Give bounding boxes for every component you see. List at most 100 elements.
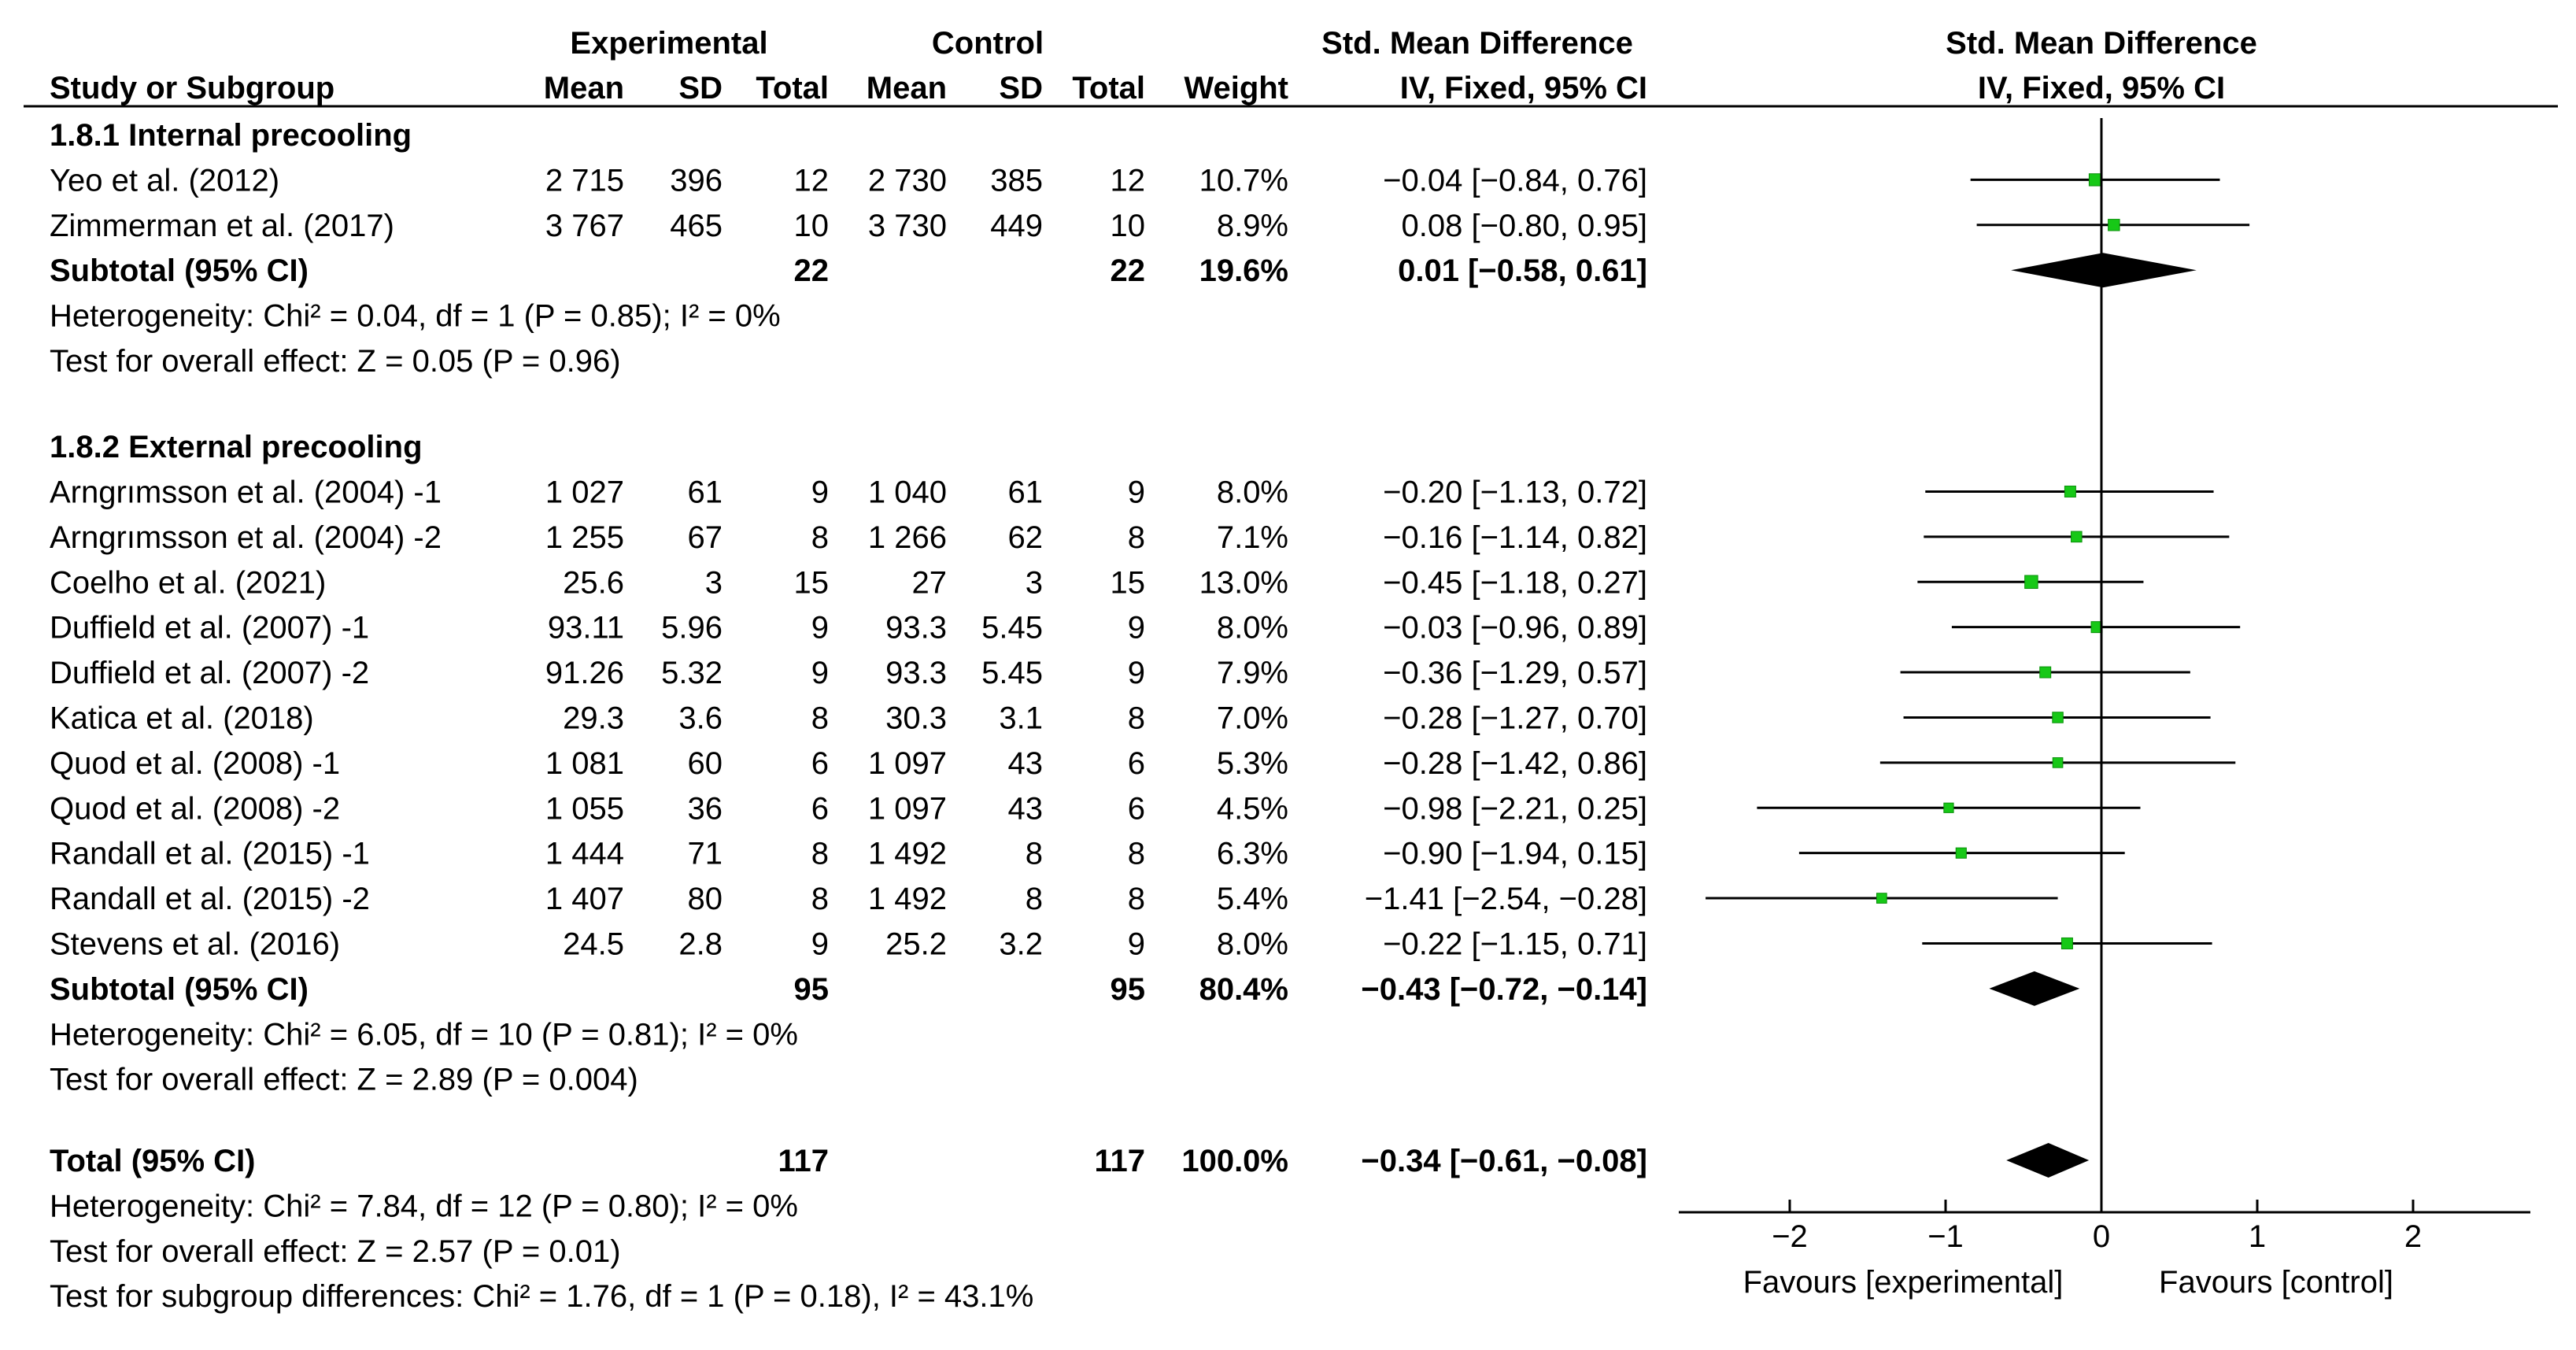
study-point-marker (2052, 712, 2064, 723)
study-name: Quod et al. (2008) -2 (50, 791, 340, 826)
exp-total-cell: 9 (811, 475, 829, 509)
weight-cell: 5.4% (1217, 882, 1288, 916)
subtotal-diamond (2011, 253, 2197, 288)
weight-cell: 6.3% (1217, 837, 1288, 871)
ci-cell: −0.03 [−0.96, 0.89] (1383, 611, 1647, 645)
exp-mean-header: Mean (544, 71, 624, 105)
footer-statistic: Heterogeneity: Chi² = 7.84, df = 12 (P =… (50, 1189, 798, 1223)
exp-sd-cell: 5.32 (661, 656, 723, 690)
ctrl-mean-cell: 1 266 (868, 520, 947, 555)
exp-sd-cell: 396 (670, 163, 723, 198)
heterogeneity-text: Heterogeneity: Chi² = 6.05, df = 10 (P =… (50, 1017, 798, 1052)
ctrl-mean-cell: 1 492 (868, 837, 947, 871)
study-point-marker (2039, 666, 2052, 679)
ctrl-sd-cell: 61 (1008, 475, 1044, 509)
exp-total-cell: 9 (811, 611, 829, 645)
ci-cell: −0.36 [−1.29, 0.57] (1383, 656, 1647, 690)
exp-total-cell: 8 (811, 520, 829, 555)
ctrl-total-cell: 15 (1111, 565, 1146, 600)
ctrl-sd-cell: 3.1 (999, 701, 1043, 735)
exp-mean-cell: 1 255 (545, 520, 624, 555)
exp-total-cell: 15 (794, 565, 830, 600)
exp-mean-cell: 25.6 (563, 565, 624, 600)
group-title: 1.8.1 Internal precooling (50, 118, 412, 153)
ci-cell: −0.28 [−1.27, 0.70] (1383, 701, 1647, 735)
study-column-header: Study or Subgroup (50, 71, 334, 105)
ctrl-total-cell: 8 (1128, 520, 1145, 555)
ctrl-total-cell: 9 (1128, 611, 1145, 645)
subtotal-weight: 19.6% (1199, 253, 1288, 288)
exp-total-cell: 9 (811, 927, 829, 961)
smd-plot-header: Std. Mean Difference (1946, 26, 2257, 61)
ctrl-sd-cell: 43 (1008, 791, 1044, 826)
exp-sd-cell: 71 (688, 837, 723, 871)
exp-mean-cell: 3 767 (545, 209, 624, 243)
exp-sd-cell: 3.6 (678, 701, 723, 735)
ctrl-sd-cell: 62 (1008, 520, 1044, 555)
ctrl-sd-cell: 8 (1026, 837, 1043, 871)
footer-statistic: Test for subgroup differences: Chi² = 1.… (50, 1279, 1033, 1314)
total-ctrl-total: 117 (1094, 1144, 1145, 1178)
forest-plot-area: −2 −1 0 1 2 Favours [experimental] Favours [co… (1679, 118, 2530, 1300)
exp-mean-cell: 24.5 (563, 927, 624, 961)
study-name: Katica et al. (2018) (50, 701, 314, 735)
exp-sd-cell: 61 (688, 475, 723, 509)
ci-cell: −0.28 [−1.42, 0.86] (1383, 746, 1647, 781)
weight-cell: 7.9% (1217, 656, 1288, 690)
exp-total-cell: 10 (794, 209, 830, 243)
ctrl-mean-cell: 1 492 (868, 882, 947, 916)
smd-table-header: Std. Mean Difference (1321, 26, 1633, 61)
footer-statistic: Test for overall effect: Z = 2.57 (P = 0… (50, 1234, 621, 1269)
weight-cell: 8.0% (1217, 927, 1288, 961)
ctrl-total-cell: 9 (1128, 927, 1145, 961)
exp-total-cell: 8 (811, 882, 829, 916)
ctrl-total-cell: 6 (1128, 746, 1145, 781)
exp-total-cell: 6 (811, 746, 829, 781)
study-name: Stevens et al. (2016) (50, 927, 340, 961)
ci-cell: −0.20 [−1.13, 0.72] (1383, 475, 1647, 509)
exp-sd-cell: 67 (688, 520, 723, 555)
study-point-marker (2064, 485, 2076, 497)
favours-experimental-label: Favours [experimental] (1743, 1265, 2064, 1300)
study-point-marker (1876, 893, 1887, 904)
exp-sd-cell: 36 (688, 791, 723, 826)
ctrl-sd-cell: 8 (1026, 882, 1043, 916)
study-point-marker (2052, 757, 2064, 768)
study-name: Duffield et al. (2007) -1 (50, 611, 369, 645)
subtotal-label: Subtotal (95% CI) (50, 253, 309, 288)
ctrl-mean-cell: 93.3 (885, 656, 947, 690)
study-name: Yeo et al. (2012) (50, 163, 279, 198)
ctrl-sd-header: SD (999, 71, 1043, 105)
favours-control-label: Favours [control] (2159, 1265, 2393, 1300)
exp-mean-cell: 2 715 (545, 163, 624, 198)
ci-cell: 0.08 [−0.80, 0.95] (1402, 209, 1647, 243)
exp-mean-cell: 29.3 (563, 701, 624, 735)
ctrl-total-cell: 8 (1128, 882, 1145, 916)
study-point-marker (1943, 802, 1954, 813)
weight-header: Weight (1184, 71, 1288, 105)
heterogeneity-text: Heterogeneity: Chi² = 0.04, df = 1 (P = … (50, 299, 781, 334)
study-point-marker (1955, 847, 1967, 859)
ctrl-mean-cell: 93.3 (885, 611, 947, 645)
study-name: Arngrımsson et al. (2004) -1 (50, 475, 442, 509)
subtotal-weight: 80.4% (1199, 972, 1288, 1007)
ctrl-total-cell: 6 (1128, 791, 1145, 826)
weight-cell: 7.0% (1217, 701, 1288, 735)
subtotal-ci: −0.43 [−0.72, −0.14] (1361, 972, 1647, 1007)
ctrl-total-cell: 8 (1128, 701, 1145, 735)
exp-mean-cell: 1 055 (545, 791, 624, 826)
exp-total-cell: 8 (811, 701, 829, 735)
ctrl-sd-cell: 3 (1026, 565, 1043, 600)
weight-cell: 5.3% (1217, 746, 1288, 781)
exp-total-cell: 6 (811, 791, 829, 826)
x-tick-label: −2 (1772, 1219, 1808, 1254)
subtotal-label: Subtotal (95% CI) (50, 972, 309, 1007)
weight-cell: 7.1% (1217, 520, 1288, 555)
group-title: 1.8.2 External precooling (50, 430, 423, 464)
method-plot-header: IV, Fixed, 95% CI (1978, 71, 2225, 105)
exp-sd-cell: 2.8 (678, 927, 723, 961)
study-point-marker (2060, 937, 2073, 949)
exp-sd-cell: 3 (705, 565, 723, 600)
ctrl-sd-cell: 5.45 (981, 656, 1043, 690)
subtotal-exp-total: 95 (794, 972, 830, 1007)
